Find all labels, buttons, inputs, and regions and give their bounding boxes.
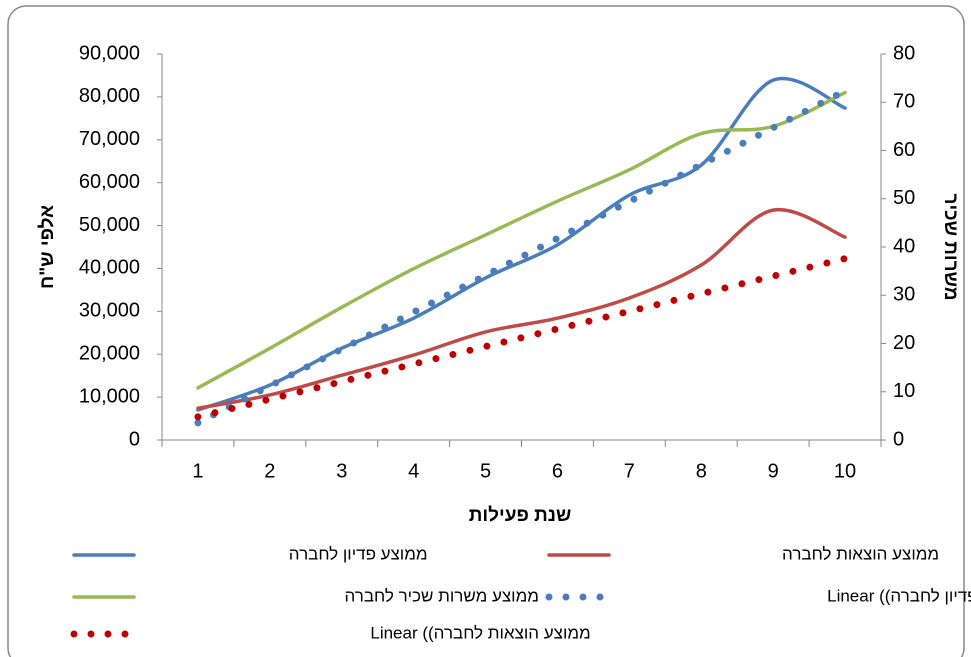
x-tick-label: 10 <box>834 460 856 482</box>
x-tick-label: 2 <box>264 460 275 482</box>
y-tick-label: 40,000 <box>79 257 140 279</box>
trendline <box>194 87 849 427</box>
y2-axis-title: משרות שכיר <box>940 194 961 301</box>
x-axis-title: שנת פעילות <box>469 505 572 526</box>
y2-tick-label: 70 <box>893 91 915 113</box>
legend-label: ממוצע פדיון לחברה)) Linear <box>827 586 971 605</box>
y-tick-label: 50,000 <box>79 214 140 236</box>
y-tick-label: 0 <box>129 428 140 450</box>
x-tick-label: 3 <box>336 460 347 482</box>
x-tick-label: 7 <box>624 460 635 482</box>
y-tick-label: 70,000 <box>79 128 140 150</box>
series-line <box>196 90 847 390</box>
y2-tick-label: 0 <box>893 428 904 450</box>
x-tick-label: 5 <box>480 460 491 482</box>
y-tick-label: 80,000 <box>79 85 140 107</box>
y-tick-label: 60,000 <box>79 171 140 193</box>
trendline <box>194 255 849 421</box>
y-tick-label: 20,000 <box>79 343 140 365</box>
x-tick-label: 1 <box>192 460 203 482</box>
y-axis-title: אלפי ש"ח <box>37 205 58 289</box>
legend-label: ממוצע פדיון לחברה <box>289 544 428 563</box>
x-tick-label: 8 <box>696 460 707 482</box>
y2-tick-label: 50 <box>893 187 915 209</box>
y-tick-label: 90,000 <box>79 42 140 64</box>
legend-label: ממוצע משרות שכיר לחברה <box>344 586 538 605</box>
y-tick-label: 10,000 <box>79 385 140 407</box>
y-tick-label: 30,000 <box>79 300 140 322</box>
series-line <box>196 76 847 412</box>
y2-tick-label: 30 <box>893 284 915 306</box>
x-tick-label: 6 <box>552 460 563 482</box>
y2-tick-label: 20 <box>893 332 915 354</box>
legend-label: ממוצע הוצאות לחברה <box>782 544 939 563</box>
legend-label: ממוצע הוצאות לחברה)) Linear <box>370 623 590 642</box>
series-line <box>196 207 847 411</box>
y2-tick-label: 10 <box>893 380 915 402</box>
y2-tick-label: 80 <box>893 42 915 64</box>
y2-tick-label: 40 <box>893 235 915 257</box>
y2-tick-label: 60 <box>893 139 915 161</box>
x-tick-label: 9 <box>768 460 779 482</box>
x-tick-label: 4 <box>408 460 419 482</box>
